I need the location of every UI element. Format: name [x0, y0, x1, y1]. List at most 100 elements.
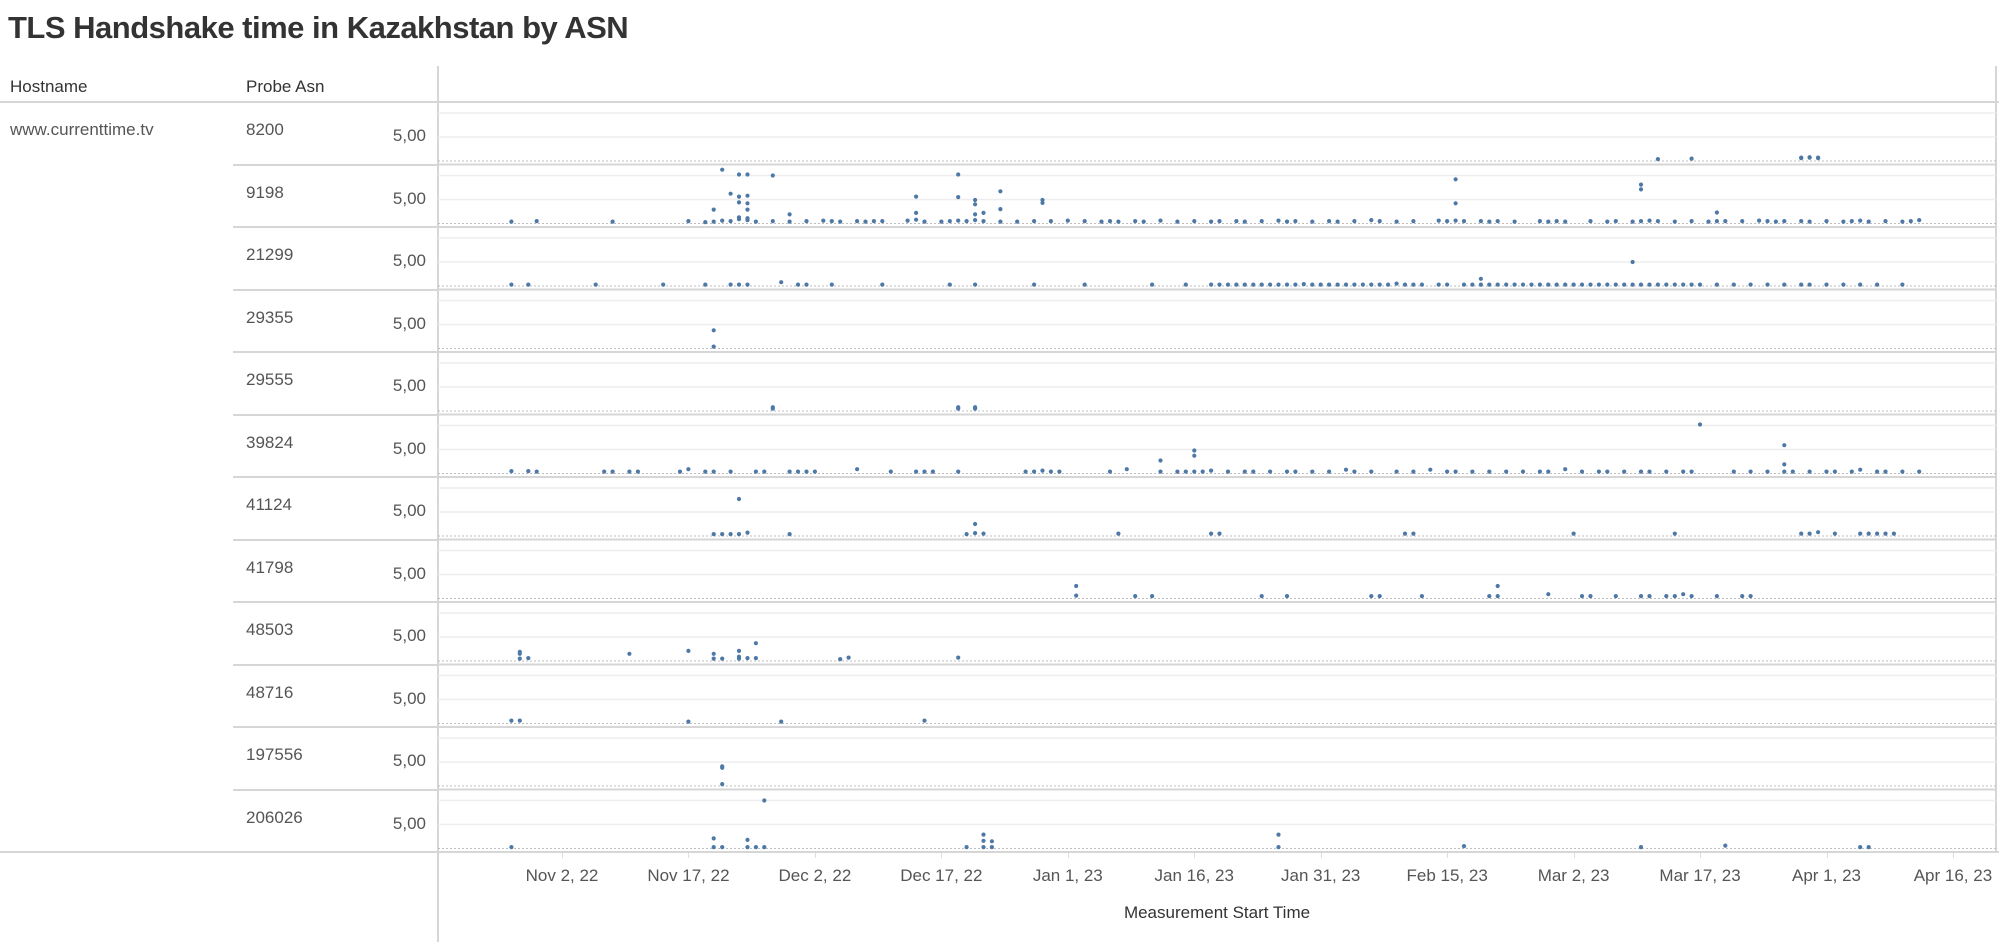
data-point[interactable] — [1436, 218, 1441, 223]
data-point[interactable] — [1908, 219, 1913, 224]
data-point[interactable] — [1032, 219, 1037, 224]
data-point[interactable] — [1866, 219, 1871, 224]
data-point[interactable] — [1478, 219, 1483, 224]
data-point[interactable] — [1546, 469, 1551, 474]
data-point[interactable] — [1217, 219, 1222, 224]
data-point[interactable] — [1622, 282, 1627, 287]
data-point[interactable] — [1150, 282, 1155, 287]
data-point[interactable] — [787, 219, 792, 224]
data-point[interactable] — [1596, 469, 1601, 474]
data-point[interactable] — [1563, 219, 1568, 224]
data-point[interactable] — [1487, 469, 1492, 474]
data-point[interactable] — [804, 469, 809, 474]
data-point[interactable] — [686, 719, 691, 724]
data-point[interactable] — [1537, 469, 1542, 474]
data-point[interactable] — [1057, 469, 1062, 474]
data-point[interactable] — [1546, 282, 1551, 287]
data-point[interactable] — [517, 656, 522, 661]
data-point[interactable] — [1032, 469, 1037, 474]
data-point[interactable] — [1714, 219, 1719, 224]
data-point[interactable] — [1461, 844, 1467, 849]
data-point[interactable] — [888, 469, 893, 474]
data-point[interactable] — [745, 656, 750, 661]
data-point[interactable] — [1504, 282, 1509, 287]
data-point[interactable] — [517, 718, 522, 723]
data-point[interactable] — [1563, 282, 1568, 287]
data-point[interactable] — [745, 282, 750, 287]
data-point[interactable] — [964, 219, 969, 224]
data-point[interactable] — [720, 764, 725, 769]
data-point[interactable] — [1689, 282, 1694, 287]
data-point[interactable] — [998, 189, 1003, 194]
data-point[interactable] — [1394, 469, 1399, 474]
data-point[interactable] — [1740, 219, 1745, 224]
data-point[interactable] — [1681, 282, 1686, 287]
data-point[interactable] — [1638, 187, 1644, 192]
data-point[interactable] — [1588, 219, 1593, 224]
data-point[interactable] — [1638, 182, 1644, 187]
data-point[interactable] — [1428, 467, 1433, 472]
data-point[interactable] — [1773, 219, 1778, 224]
data-point[interactable] — [1386, 282, 1391, 287]
data-point[interactable] — [981, 219, 986, 224]
data-point[interactable] — [1445, 282, 1450, 287]
data-point[interactable] — [998, 207, 1003, 212]
data-point[interactable] — [956, 195, 961, 200]
data-point[interactable] — [1310, 282, 1315, 287]
data-point[interactable] — [509, 469, 514, 474]
column-header-hostname[interactable]: Hostname — [10, 77, 88, 96]
data-point[interactable] — [1495, 282, 1500, 287]
data-point[interactable] — [812, 469, 817, 474]
data-point[interactable] — [1419, 594, 1424, 599]
data-point[interactable] — [1150, 594, 1155, 599]
data-point[interactable] — [1757, 218, 1762, 223]
data-point[interactable] — [998, 219, 1003, 224]
data-point[interactable] — [1487, 594, 1492, 599]
data-point[interactable] — [753, 469, 758, 474]
data-point[interactable] — [1799, 282, 1804, 287]
data-point[interactable] — [1284, 219, 1290, 224]
data-point[interactable] — [686, 648, 691, 654]
data-point[interactable] — [1706, 219, 1711, 224]
data-point[interactable] — [745, 216, 750, 221]
data-point[interactable] — [1579, 594, 1585, 599]
data-point[interactable] — [1697, 282, 1703, 287]
data-point[interactable] — [838, 219, 843, 224]
data-point[interactable] — [1638, 282, 1644, 287]
data-point[interactable] — [1841, 282, 1846, 287]
data-point[interactable] — [1268, 282, 1273, 287]
data-point[interactable] — [1327, 282, 1332, 287]
data-point[interactable] — [1638, 469, 1644, 474]
data-point[interactable] — [1301, 282, 1306, 287]
data-point[interactable] — [1234, 282, 1239, 287]
data-point[interactable] — [1293, 469, 1298, 474]
data-point[interactable] — [1495, 594, 1500, 599]
data-point[interactable] — [1461, 282, 1467, 287]
data-point[interactable] — [610, 469, 615, 474]
data-point[interactable] — [1875, 531, 1880, 536]
data-point[interactable] — [736, 654, 742, 659]
data-point[interactable] — [964, 532, 969, 537]
data-point[interactable] — [1714, 594, 1719, 599]
data-point[interactable] — [711, 344, 716, 349]
data-point[interactable] — [1402, 282, 1408, 287]
data-point[interactable] — [821, 218, 826, 223]
data-point[interactable] — [753, 641, 758, 646]
data-point[interactable] — [1225, 282, 1231, 287]
data-point[interactable] — [1284, 282, 1290, 287]
data-point[interactable] — [1824, 469, 1829, 474]
data-point[interactable] — [1495, 583, 1500, 589]
data-point[interactable] — [1335, 219, 1340, 224]
data-point[interactable] — [526, 656, 531, 661]
data-point[interactable] — [787, 532, 792, 537]
data-point[interactable] — [1689, 594, 1694, 599]
data-point[interactable] — [1672, 282, 1677, 287]
data-point[interactable] — [1259, 219, 1264, 224]
data-point[interactable] — [1681, 592, 1686, 597]
data-point[interactable] — [1360, 282, 1365, 287]
data-point[interactable] — [1647, 469, 1652, 474]
data-point[interactable] — [686, 467, 691, 472]
data-point[interactable] — [1799, 155, 1804, 160]
data-point[interactable] — [736, 648, 742, 654]
data-point[interactable] — [1411, 282, 1416, 287]
